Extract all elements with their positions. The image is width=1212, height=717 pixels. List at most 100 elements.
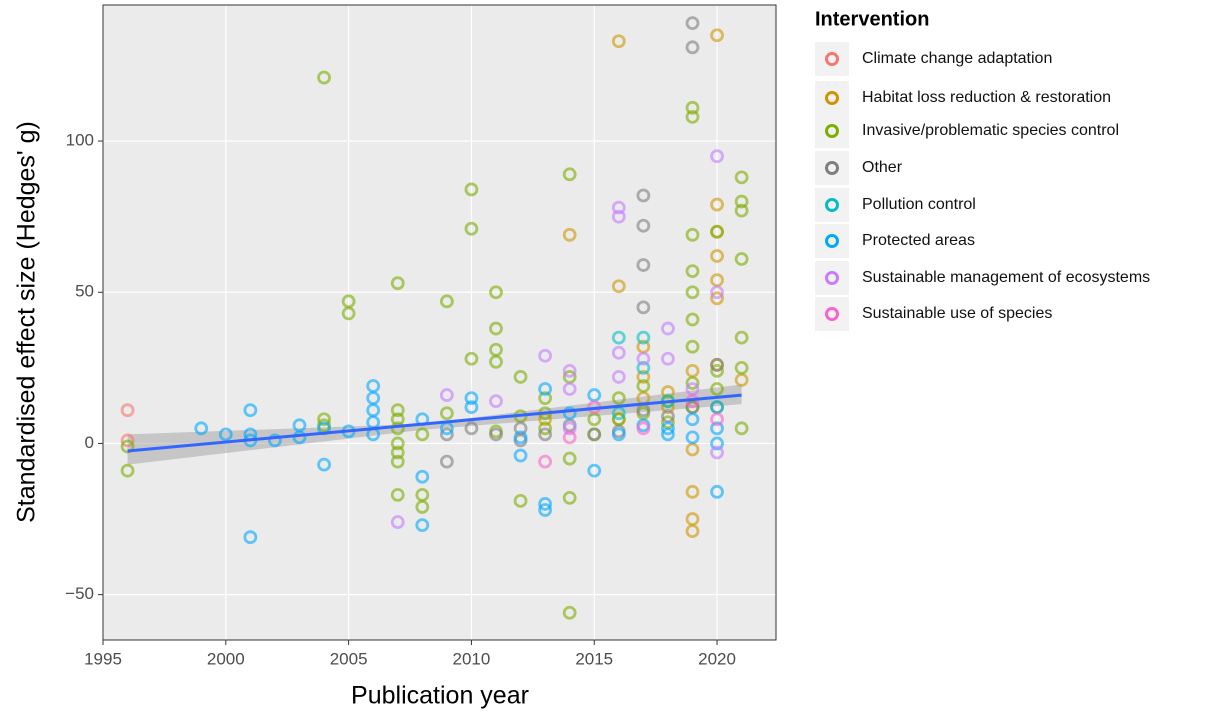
point [513,494,528,508]
point [710,285,724,300]
legend-label: Other [862,159,903,176]
point [734,170,749,185]
point [390,515,405,529]
point [513,430,528,445]
plot-panel [103,5,776,640]
point [538,454,553,469]
point [636,360,651,375]
legend-title: Intervention [815,8,929,30]
point [661,351,675,366]
point [636,330,651,345]
point [710,28,724,43]
point [710,412,724,427]
legend-marker [825,161,839,175]
point [538,421,553,436]
point [415,518,430,532]
point [661,421,675,436]
point [636,421,651,436]
point [489,427,503,442]
x-axis-label: Publication year [351,682,529,710]
legend: Climate change adaptation Habitat loss re… [815,42,1150,331]
point [120,433,135,448]
point [538,427,553,442]
point [120,403,135,418]
point [268,433,282,448]
point [710,421,724,436]
x-tick-label: 2005 [330,649,368,668]
point [685,264,700,278]
legend-marker [825,52,839,66]
legend-marker [825,307,839,321]
grid [102,5,776,640]
point [390,276,405,291]
legend-label: Habitat loss reduction & restoration [862,89,1111,106]
point [710,436,724,451]
point [292,430,307,445]
point [734,194,749,209]
point [636,379,651,393]
y-axis-label: Standardised effect size (Hedges' g) [13,121,41,523]
legend-label: Protected areas [862,232,975,249]
legend-label: Pollution control [862,196,976,213]
point [415,469,430,484]
point [734,421,749,436]
point [710,357,724,372]
point [489,354,503,369]
legend-key [815,114,849,148]
point [611,200,626,215]
point [710,445,724,460]
point [611,370,626,384]
point [464,400,479,415]
point [710,484,724,499]
point [390,403,405,418]
legend-label: Sustainable use of species [862,305,1052,322]
point [710,291,724,306]
point [636,218,651,233]
point [464,421,479,436]
point [611,391,626,405]
point [390,436,405,451]
point [636,370,651,384]
point [317,457,331,472]
point [685,16,700,31]
y-tick-label: 0 [85,433,94,452]
legend-marker [825,198,839,212]
point [464,221,479,236]
point [710,197,724,212]
point [562,490,577,505]
point [685,412,700,427]
point [685,430,700,445]
point [243,530,258,545]
point [513,448,528,463]
point [464,351,479,366]
point [685,312,700,327]
point [734,330,749,345]
point [734,252,749,266]
point [636,188,651,203]
legend-key [815,224,849,258]
point [685,100,700,115]
point [562,421,577,436]
legend-label: Sustainable management of ecosystems [862,269,1150,286]
point [562,227,577,242]
point [636,300,651,315]
legend-key [815,81,849,115]
point [341,306,356,321]
point [439,294,454,309]
point [734,203,749,218]
point [685,339,700,354]
point [710,382,724,396]
legend-key [815,42,849,76]
legend-marker [825,91,839,105]
y-tick-label: 100 [66,131,94,150]
point [415,427,430,442]
point [489,321,503,336]
legend-key [815,151,849,185]
x-tick-label: 1995 [84,649,122,668]
point [611,279,626,294]
point [538,503,553,517]
point [538,348,553,363]
point [317,70,331,85]
